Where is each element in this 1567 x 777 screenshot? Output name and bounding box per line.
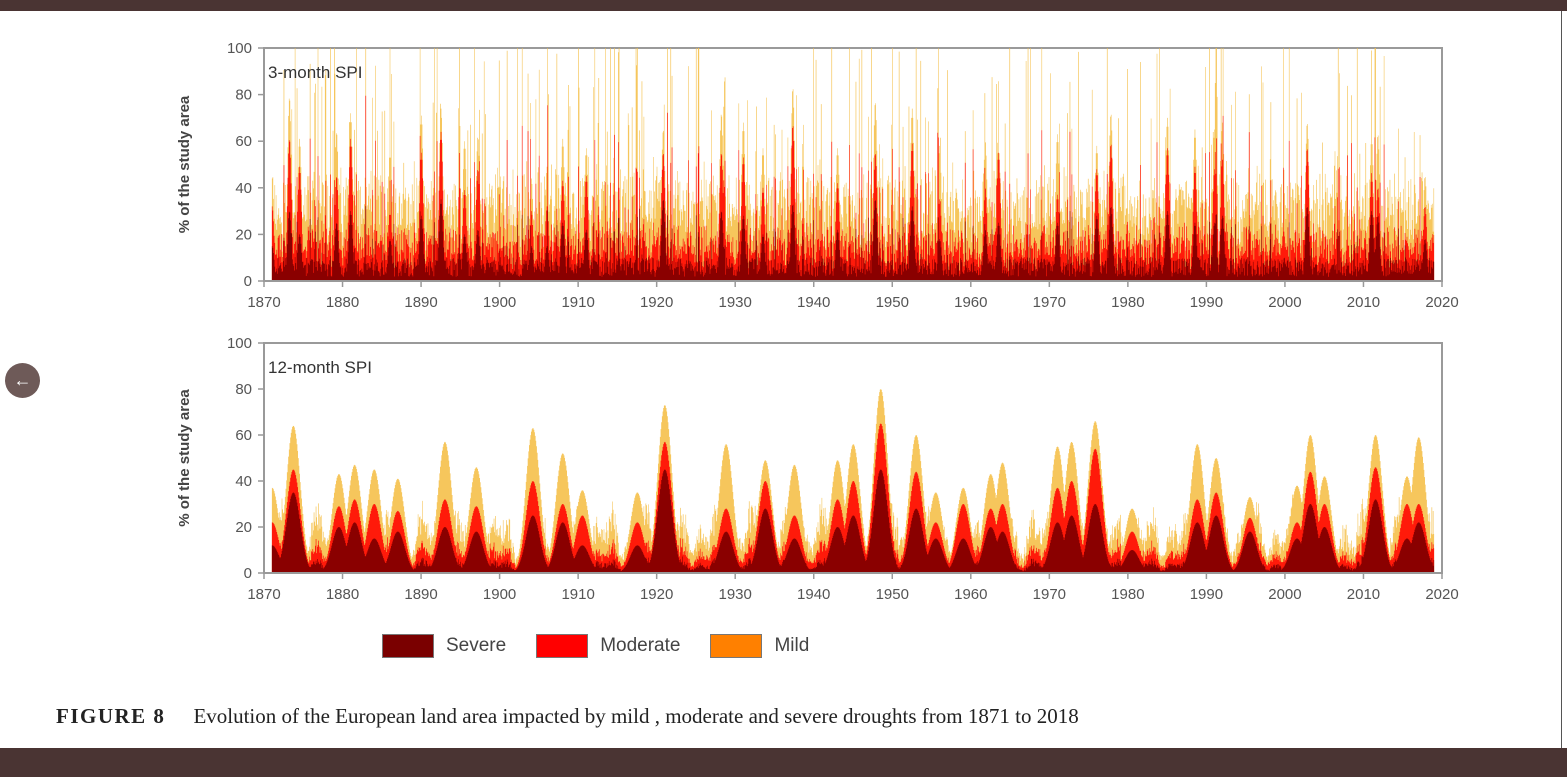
x-tick-label: 1880 [326, 294, 359, 311]
y-axis-label: % of the study area [176, 389, 193, 527]
x-tick-label: 1940 [797, 586, 830, 603]
x-tick-label: 1900 [483, 586, 516, 603]
back-button[interactable]: ← [5, 363, 40, 398]
x-tick-label: 1960 [954, 586, 987, 603]
panel-title: 12-month SPI [268, 358, 372, 377]
x-tick-label: 2010 [1347, 294, 1380, 311]
x-tick-label: 1920 [640, 586, 673, 603]
x-tick-label: 1980 [1111, 294, 1144, 311]
figure-label: FIGURE 8 [56, 704, 166, 728]
y-tick-label: 0 [244, 565, 252, 582]
x-tick-label: 1970 [1033, 586, 1066, 603]
x-tick-label: 1920 [640, 294, 673, 311]
x-tick-label: 2020 [1425, 586, 1458, 603]
chart-legend: Severe Moderate Mild [382, 634, 839, 658]
y-tick-label: 100 [227, 40, 252, 57]
drought-figure: 0 20 40 60 80 100 1870 1880 1890 1900 1910 1920 1930… [176, 40, 1459, 603]
y-tick-label: 40 [235, 180, 252, 197]
legend-item-moderate: Moderate [536, 634, 680, 658]
y-tick-label: 60 [235, 427, 252, 444]
x-tick-label: 1970 [1033, 294, 1066, 311]
x-tick-label: 1990 [1190, 586, 1223, 603]
x-tick-label: 1890 [404, 294, 437, 311]
x-tick-label: 2020 [1425, 294, 1458, 311]
bottom-bar [0, 748, 1567, 777]
x-tick-label: 1880 [326, 586, 359, 603]
x-tick-label: 1890 [404, 586, 437, 603]
arrow-left-icon: ← [13, 370, 32, 390]
y-tick-label: 80 [235, 381, 252, 398]
legend-item-mild: Mild [710, 634, 809, 658]
x-tick-label: 1950 [876, 294, 909, 311]
figure-caption: FIGURE 8 Evolution of the European land a… [56, 704, 1079, 729]
y-axis-label: % of the study area [176, 95, 193, 233]
legend-swatch-moderate [536, 634, 589, 658]
legend-swatch-severe [382, 634, 434, 658]
top-bar [0, 0, 1567, 11]
x-tick-label: 2000 [1268, 586, 1301, 603]
y-tick-label: 20 [235, 226, 252, 243]
legend-label-moderate: Moderate [600, 635, 681, 656]
y-tick-label: 20 [235, 519, 252, 536]
x-tick-label: 1870 [247, 294, 280, 311]
x-tick-label: 1940 [797, 294, 830, 311]
y-tick-label: 80 [235, 87, 252, 104]
legend-item-severe: Severe [382, 634, 506, 658]
x-tick-label: 1950 [876, 586, 909, 603]
panel-title: 3-month SPI [268, 63, 363, 82]
x-tick-label: 1930 [719, 294, 752, 311]
y-tick-label: 40 [235, 473, 252, 490]
y-tick-label: 0 [244, 273, 252, 290]
x-tick-label: 1910 [561, 294, 594, 311]
x-tick-label: 1910 [561, 586, 594, 603]
series-severe-area [271, 199, 1435, 281]
legend-swatch-mild [710, 634, 763, 658]
x-tick-label: 1990 [1190, 294, 1223, 311]
x-tick-label: 1960 [954, 294, 987, 311]
x-tick-label: 1980 [1111, 586, 1144, 603]
x-tick-label: 2000 [1268, 294, 1301, 311]
right-edge-divider [1561, 11, 1567, 748]
x-tick-label: 2010 [1347, 586, 1380, 603]
y-tick-label: 100 [227, 335, 252, 352]
series-severe-area [271, 469, 1435, 573]
x-tick-label: 1900 [483, 294, 516, 311]
y-tick-label: 60 [235, 133, 252, 150]
legend-label-severe: Severe [446, 635, 507, 656]
legend-label-mild: Mild [774, 635, 810, 656]
x-tick-label: 1870 [247, 586, 280, 603]
figure-caption-text: Evolution of the European land area impa… [193, 704, 1079, 728]
x-tick-label: 1930 [719, 586, 752, 603]
